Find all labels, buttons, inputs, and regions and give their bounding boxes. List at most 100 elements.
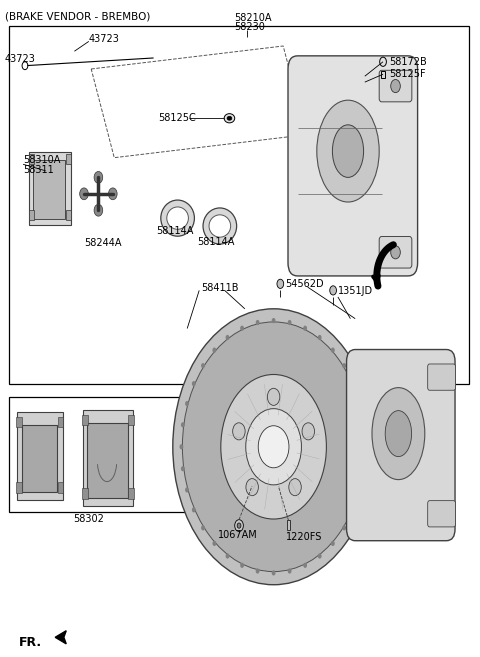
Circle shape — [303, 562, 307, 568]
Circle shape — [364, 444, 368, 449]
Circle shape — [303, 326, 307, 331]
Text: FR.: FR. — [19, 636, 42, 649]
FancyBboxPatch shape — [288, 56, 418, 276]
Circle shape — [358, 401, 362, 406]
Text: 58125C: 58125C — [158, 113, 196, 124]
Circle shape — [181, 466, 185, 471]
Circle shape — [240, 326, 244, 331]
Circle shape — [94, 171, 103, 183]
FancyBboxPatch shape — [379, 70, 412, 102]
Circle shape — [240, 562, 244, 568]
Bar — [66, 154, 71, 164]
Text: 1220FS: 1220FS — [286, 532, 322, 543]
Text: 58310A: 58310A — [23, 155, 60, 166]
Ellipse shape — [209, 215, 231, 237]
Text: 58311: 58311 — [23, 164, 54, 175]
Text: 54562D: 54562D — [286, 279, 324, 290]
Text: 58172B: 58172B — [389, 57, 427, 67]
Text: 58230: 58230 — [234, 22, 265, 32]
FancyBboxPatch shape — [22, 425, 57, 492]
Circle shape — [94, 204, 103, 216]
Circle shape — [289, 478, 301, 495]
Bar — [82, 415, 88, 425]
FancyBboxPatch shape — [428, 501, 456, 527]
Bar — [128, 488, 134, 499]
Circle shape — [192, 381, 196, 386]
Circle shape — [221, 374, 326, 519]
Circle shape — [213, 348, 216, 353]
Circle shape — [362, 422, 366, 428]
Bar — [66, 210, 71, 220]
Text: 58114A: 58114A — [156, 226, 193, 237]
FancyBboxPatch shape — [33, 160, 65, 219]
Circle shape — [246, 478, 258, 495]
Circle shape — [267, 388, 280, 405]
Bar — [128, 415, 134, 425]
Circle shape — [358, 487, 362, 493]
Circle shape — [226, 335, 229, 340]
Bar — [16, 417, 22, 427]
Bar — [9, 26, 469, 384]
Ellipse shape — [224, 114, 235, 123]
Circle shape — [331, 348, 335, 353]
Text: 43723: 43723 — [89, 34, 120, 45]
FancyBboxPatch shape — [428, 364, 456, 390]
Circle shape — [226, 553, 229, 558]
FancyBboxPatch shape — [83, 410, 133, 506]
Ellipse shape — [385, 411, 411, 457]
FancyBboxPatch shape — [87, 423, 128, 498]
Circle shape — [237, 523, 241, 528]
Circle shape — [192, 507, 196, 512]
Circle shape — [342, 363, 346, 369]
Bar — [287, 520, 290, 530]
Text: 58210A: 58210A — [234, 13, 272, 24]
Ellipse shape — [332, 125, 364, 177]
Text: 58302: 58302 — [73, 514, 104, 524]
Circle shape — [256, 568, 260, 574]
Circle shape — [256, 320, 260, 325]
Circle shape — [201, 525, 205, 530]
Bar — [381, 71, 385, 78]
Circle shape — [182, 322, 365, 572]
FancyBboxPatch shape — [29, 152, 71, 225]
Circle shape — [246, 409, 301, 485]
Circle shape — [173, 309, 374, 585]
Circle shape — [391, 79, 400, 93]
FancyBboxPatch shape — [379, 237, 412, 268]
Ellipse shape — [317, 101, 379, 202]
Ellipse shape — [227, 116, 232, 120]
Bar — [58, 482, 63, 493]
Bar — [9, 397, 190, 512]
Circle shape — [362, 466, 366, 471]
Text: 58114A: 58114A — [197, 237, 234, 247]
Circle shape — [181, 422, 185, 428]
Circle shape — [288, 568, 291, 574]
Circle shape — [185, 487, 189, 493]
Circle shape — [108, 188, 117, 200]
Circle shape — [233, 423, 245, 440]
Polygon shape — [55, 631, 66, 644]
Circle shape — [272, 570, 276, 576]
Text: 58244A: 58244A — [84, 238, 121, 248]
Bar — [16, 482, 22, 493]
Circle shape — [288, 320, 291, 325]
Ellipse shape — [167, 207, 188, 229]
Circle shape — [235, 520, 243, 532]
Text: 1067AM: 1067AM — [218, 530, 258, 540]
Circle shape — [80, 188, 88, 200]
Bar — [29, 210, 34, 220]
Bar — [29, 154, 34, 164]
Circle shape — [331, 541, 335, 546]
Circle shape — [272, 318, 276, 323]
Text: 43723: 43723 — [5, 54, 36, 64]
Text: 58411B: 58411B — [202, 283, 239, 293]
Text: 58125F: 58125F — [389, 69, 425, 79]
Ellipse shape — [203, 208, 237, 244]
Circle shape — [277, 279, 284, 288]
Ellipse shape — [161, 200, 194, 236]
Circle shape — [318, 335, 322, 340]
Circle shape — [351, 381, 355, 386]
Circle shape — [302, 423, 314, 440]
Circle shape — [185, 401, 189, 406]
Circle shape — [201, 363, 205, 369]
